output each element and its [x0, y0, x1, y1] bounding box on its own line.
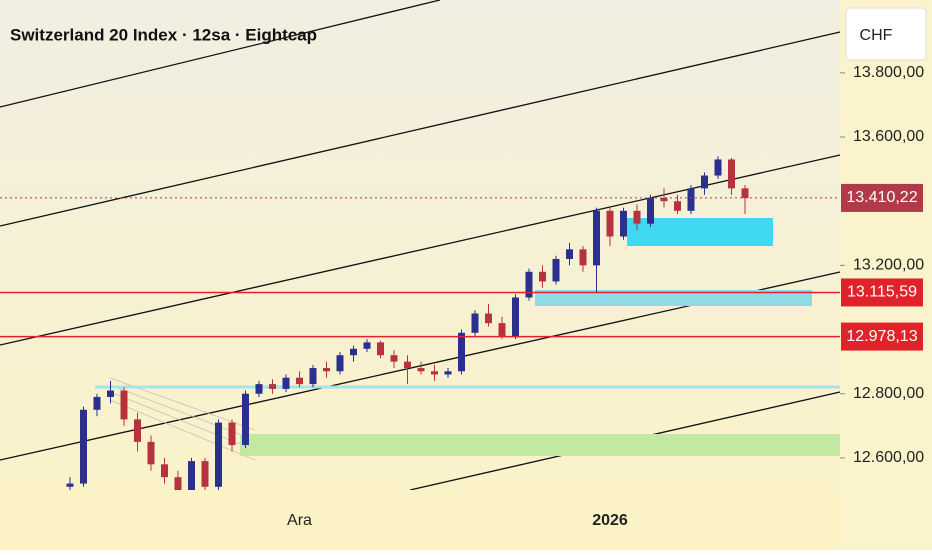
- candle-body: [174, 477, 182, 490]
- candle-body: [309, 368, 317, 385]
- candle-body: [566, 249, 573, 259]
- zone: [535, 290, 812, 306]
- price-label-box: [841, 278, 923, 307]
- candle-body: [363, 342, 371, 349]
- candle-body: [498, 323, 506, 336]
- candle-body: [458, 332, 465, 372]
- candle-body: [660, 197, 668, 202]
- candle-body: [390, 355, 398, 362]
- candle-body: [606, 210, 614, 237]
- candle-body: [647, 197, 654, 224]
- candle-body: [255, 384, 263, 394]
- currency[interactable]: CHF: [860, 27, 893, 44]
- candle-body: [741, 188, 749, 198]
- price-label: 13.115,59: [847, 284, 917, 301]
- candle-body: [633, 210, 641, 224]
- x-axis-area: [0, 490, 840, 550]
- candle-body: [242, 393, 249, 446]
- candle-body: [728, 159, 735, 189]
- y-axis-area: [840, 0, 932, 550]
- candle-body: [539, 271, 546, 282]
- candle-body: [188, 461, 195, 490]
- candle-body: [93, 396, 101, 410]
- candle-body: [161, 464, 168, 478]
- candle-body: [552, 258, 560, 282]
- candle-body: [377, 342, 384, 356]
- price-label: 12.978,13: [846, 328, 917, 345]
- price-label-box: [841, 183, 923, 212]
- candle-body: [417, 368, 425, 372]
- candle-body: [134, 419, 141, 442]
- y-tick-label: 13.800,00: [853, 64, 924, 81]
- candle-body: [323, 368, 330, 372]
- x-tick-label: Ara: [287, 512, 312, 529]
- candle-body: [714, 159, 722, 176]
- candle-body: [485, 313, 492, 324]
- candle-body: [282, 377, 290, 389]
- candle-body: [512, 297, 519, 336]
- price-label-box: [841, 322, 923, 351]
- candle-body: [525, 271, 533, 298]
- candle-body: [404, 361, 411, 369]
- candle-body: [674, 201, 681, 211]
- axis: 12.600,00 12.800,00 13.200,00 13.600,00 13.8…: [287, 64, 924, 529]
- candle-body: [579, 249, 587, 266]
- candle-body: [215, 422, 222, 487]
- y-tick-label: 13.600,00: [853, 128, 924, 145]
- x-tick-label: 2026: [592, 512, 628, 529]
- candle-body: [201, 461, 209, 487]
- candle-body: [120, 390, 128, 420]
- candle-body: [701, 175, 708, 189]
- chart-title: Switzerland 20 Index · 12sa · Eightcap: [10, 25, 317, 44]
- candle-body: [350, 348, 357, 356]
- candle-body: [620, 210, 627, 237]
- candle-body: [147, 441, 155, 465]
- y-tick-label: 12.600,00: [853, 449, 924, 466]
- price-label: 13.410,22: [846, 189, 917, 206]
- candle-body: [269, 384, 276, 389]
- candle-body: [336, 355, 344, 372]
- y-tick-label: 12.800,00: [853, 385, 924, 402]
- candle-body: [80, 409, 87, 484]
- zone: [240, 434, 840, 456]
- currency-button[interactable]: [845, 7, 927, 61]
- candle-body: [471, 313, 479, 333]
- candle-body: [296, 377, 303, 385]
- candle-body: [593, 210, 600, 266]
- y-tick-label: 13.200,00: [853, 257, 924, 274]
- candle-body: [66, 483, 74, 487]
- candle-body: [228, 422, 236, 446]
- plot: [0, 156, 840, 497]
- candle-body: [431, 371, 438, 375]
- candle-body: [687, 188, 695, 211]
- candle-body: [444, 371, 452, 375]
- candle-body: [107, 390, 114, 397]
